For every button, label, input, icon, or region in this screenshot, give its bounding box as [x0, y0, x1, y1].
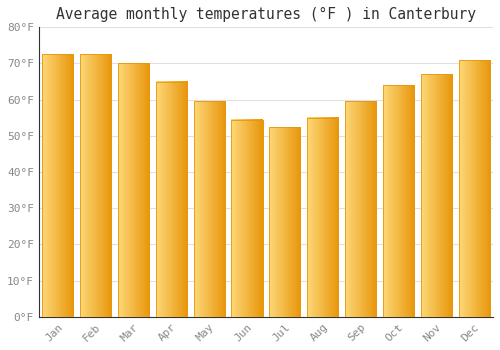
Bar [232, 120, 262, 317]
Title: Average monthly temperatures (°F ) in Canterbury: Average monthly temperatures (°F ) in Ca… [56, 7, 476, 22]
Bar [458, 60, 490, 317]
Bar [80, 55, 111, 317]
Bar [421, 74, 452, 317]
Bar [118, 63, 149, 317]
Bar [421, 74, 452, 317]
Bar [194, 102, 224, 317]
Bar [345, 102, 376, 317]
Bar [307, 118, 338, 317]
Bar [232, 120, 262, 317]
Bar [270, 127, 300, 317]
Bar [194, 102, 224, 317]
Bar [270, 127, 300, 317]
Bar [42, 55, 74, 317]
Bar [118, 63, 149, 317]
Bar [307, 118, 338, 317]
Bar [42, 55, 74, 317]
Bar [383, 85, 414, 317]
Bar [345, 102, 376, 317]
Bar [458, 60, 490, 317]
Bar [80, 55, 111, 317]
Bar [156, 82, 187, 317]
Bar [156, 82, 187, 317]
Bar [383, 85, 414, 317]
